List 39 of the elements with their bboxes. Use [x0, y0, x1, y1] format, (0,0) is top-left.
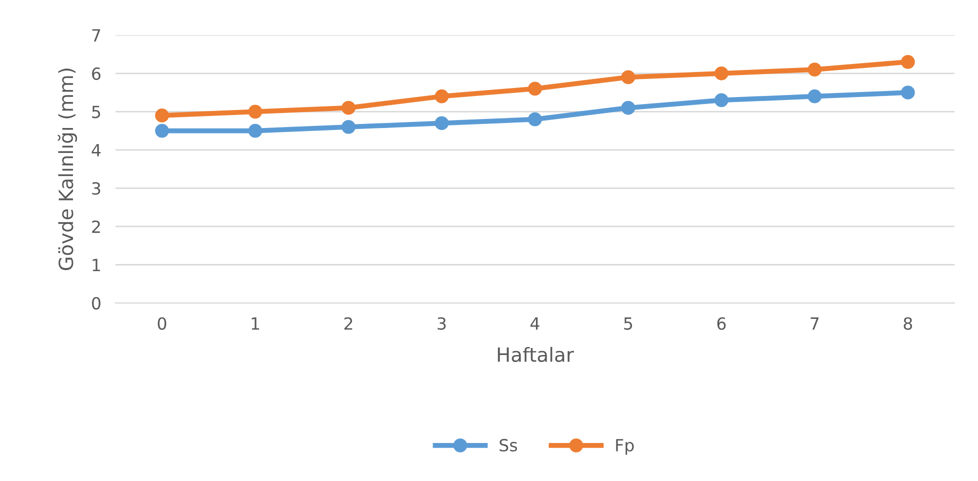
point: [155, 124, 169, 138]
legend-label: Ss: [500, 438, 518, 452]
y-tick-label: 3: [92, 182, 100, 195]
y-tick-label: 6: [92, 67, 100, 80]
point: [900, 54, 915, 69]
x-tick-label: 2: [344, 317, 352, 330]
y-tick-label: 4: [92, 144, 101, 156]
y-tick-label: 7: [92, 29, 100, 42]
point: [714, 66, 728, 80]
y-tick-label: 1: [92, 258, 100, 272]
y-tick-label: 0: [92, 296, 100, 310]
x-tick-label: 3: [438, 317, 446, 330]
x-axis-title: Haftalar: [498, 346, 574, 362]
point: [248, 104, 262, 119]
point: [621, 70, 636, 84]
x-tick-label: 8: [904, 317, 912, 330]
point: [808, 89, 822, 104]
point: [528, 112, 542, 126]
y-axis-title: Gövde Kalınlığı (mm): [58, 68, 78, 270]
point: [528, 82, 542, 96]
point: [621, 100, 636, 115]
point: [155, 108, 169, 122]
point: [714, 93, 728, 108]
y-tick-label: 5: [92, 106, 100, 118]
legend-label: Fp: [616, 439, 634, 455]
y-tick-label: 2: [92, 220, 100, 233]
point: [342, 120, 356, 134]
x-tick-label: 4: [530, 317, 540, 330]
x-tick-label: 0: [158, 317, 166, 330]
point: [434, 116, 449, 130]
point: [342, 100, 356, 115]
x-tick-label: 6: [717, 317, 726, 330]
point: [900, 86, 915, 100]
x-tick-label: 5: [624, 317, 632, 330]
x-tick-label: 1: [252, 317, 260, 330]
point: [434, 89, 449, 104]
x-tick-label: 7: [810, 317, 819, 330]
point: [248, 124, 262, 138]
point: [808, 62, 822, 77]
